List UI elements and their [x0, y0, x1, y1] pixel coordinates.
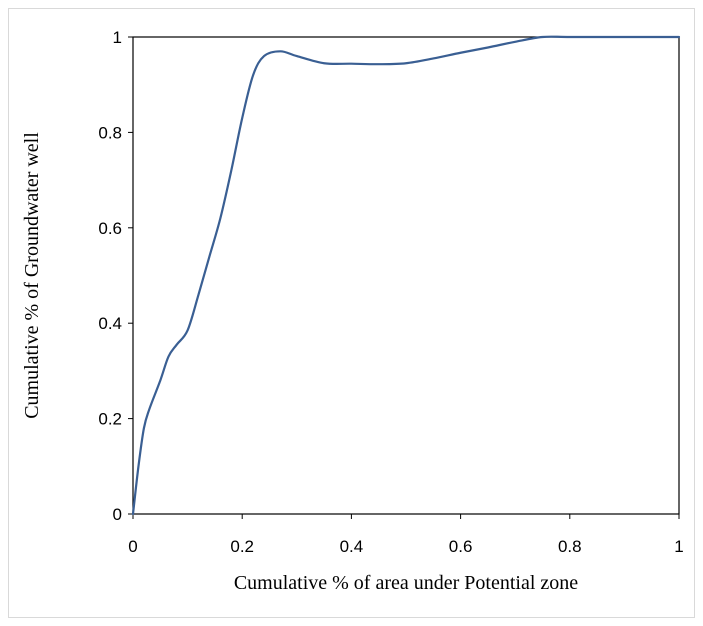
y-tick-label: 0.2: [98, 410, 122, 429]
y-tick-label: 0.4: [98, 314, 122, 333]
x-tick-label: 0.6: [449, 537, 473, 556]
plot-border: [132, 36, 680, 515]
y-tick-label: 0.8: [98, 123, 122, 142]
x-tick-label: 0.4: [340, 537, 364, 556]
series-layer: [131, 35, 681, 516]
y-axis-ticks: 0 0.2 0.4 0.6 0.8 1: [98, 28, 133, 524]
series-line: [131, 35, 681, 516]
x-tick-label: 1: [674, 537, 683, 556]
x-axis-ticks: 0 0.2 0.4 0.6 0.8 1: [128, 514, 684, 556]
y-tick-label: 0: [113, 505, 122, 524]
plot-area: [132, 36, 680, 515]
y-axis-label: Cumulative % of Groundwater well: [21, 132, 43, 419]
y-tick-label: 0.6: [98, 219, 122, 238]
x-tick-label: 0: [128, 537, 137, 556]
x-tick-label: 0.2: [230, 537, 254, 556]
x-tick-label: 0.8: [558, 537, 582, 556]
y-tick-label: 1: [113, 28, 122, 47]
x-axis-label: Cumulative % of area under Potential zon…: [234, 572, 578, 594]
